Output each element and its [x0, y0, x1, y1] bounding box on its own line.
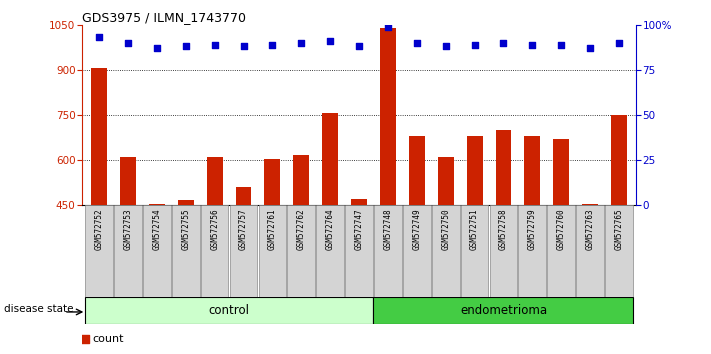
FancyBboxPatch shape: [346, 205, 373, 297]
Point: [527, 42, 538, 47]
Text: GSM572760: GSM572760: [557, 208, 566, 250]
Point: [353, 44, 365, 49]
Text: disease state: disease state: [4, 304, 74, 314]
Point: [79, 337, 90, 342]
FancyBboxPatch shape: [85, 205, 113, 297]
Text: control: control: [208, 304, 250, 317]
Bar: [351, 199, 367, 341]
Bar: [294, 155, 309, 341]
Point: [296, 40, 307, 46]
FancyBboxPatch shape: [230, 205, 257, 297]
Text: GSM572765: GSM572765: [614, 208, 624, 250]
Point: [122, 40, 134, 46]
Bar: [149, 204, 165, 341]
Text: GSM572762: GSM572762: [296, 208, 306, 250]
Bar: [264, 159, 280, 341]
FancyBboxPatch shape: [373, 297, 634, 324]
Bar: [525, 136, 540, 341]
Text: GSM572753: GSM572753: [124, 208, 132, 250]
Text: count: count: [93, 334, 124, 344]
Bar: [322, 113, 338, 341]
Bar: [207, 157, 223, 341]
Point: [498, 40, 509, 46]
Bar: [438, 157, 454, 341]
Text: GSM572751: GSM572751: [470, 208, 479, 250]
Text: GSM572761: GSM572761: [268, 208, 277, 250]
Text: GSM572758: GSM572758: [499, 208, 508, 250]
FancyBboxPatch shape: [259, 205, 287, 297]
Point: [180, 44, 191, 49]
Point: [584, 45, 596, 51]
Bar: [235, 187, 252, 341]
Text: endometrioma: endometrioma: [460, 304, 547, 317]
Text: GSM572756: GSM572756: [210, 208, 219, 250]
FancyBboxPatch shape: [490, 205, 518, 297]
FancyBboxPatch shape: [374, 205, 402, 297]
FancyBboxPatch shape: [172, 205, 200, 297]
Text: GDS3975 / ILMN_1743770: GDS3975 / ILMN_1743770: [82, 11, 246, 24]
Text: GSM572747: GSM572747: [355, 208, 363, 250]
FancyBboxPatch shape: [287, 205, 315, 297]
Text: GSM572748: GSM572748: [383, 208, 392, 250]
Point: [411, 40, 422, 46]
Point: [614, 40, 625, 46]
Text: GSM572764: GSM572764: [326, 208, 335, 250]
Text: GSM572749: GSM572749: [412, 208, 422, 250]
Text: GSM572755: GSM572755: [181, 208, 191, 250]
FancyBboxPatch shape: [316, 205, 344, 297]
Point: [151, 45, 163, 51]
FancyBboxPatch shape: [432, 205, 459, 297]
Point: [267, 42, 278, 47]
Bar: [409, 136, 424, 341]
Point: [469, 42, 481, 47]
Point: [324, 38, 336, 44]
FancyBboxPatch shape: [143, 205, 171, 297]
Bar: [496, 130, 511, 341]
FancyBboxPatch shape: [518, 205, 546, 297]
Bar: [120, 157, 136, 341]
FancyBboxPatch shape: [403, 205, 431, 297]
FancyBboxPatch shape: [576, 205, 604, 297]
Bar: [380, 28, 396, 341]
Text: GSM572752: GSM572752: [95, 208, 104, 250]
Text: GSM572763: GSM572763: [586, 208, 594, 250]
Bar: [91, 68, 107, 341]
Text: GSM572750: GSM572750: [442, 208, 450, 250]
Bar: [178, 200, 193, 341]
Point: [383, 24, 394, 29]
Text: GSM572754: GSM572754: [152, 208, 161, 250]
Point: [440, 44, 451, 49]
Point: [237, 44, 249, 49]
Point: [555, 42, 567, 47]
Bar: [582, 204, 598, 341]
Point: [93, 35, 105, 40]
Bar: [611, 115, 627, 341]
Bar: [466, 136, 483, 341]
Text: GSM572757: GSM572757: [239, 208, 248, 250]
FancyBboxPatch shape: [605, 205, 633, 297]
FancyBboxPatch shape: [85, 297, 373, 324]
Point: [209, 42, 220, 47]
Text: GSM572759: GSM572759: [528, 208, 537, 250]
FancyBboxPatch shape: [201, 205, 228, 297]
FancyBboxPatch shape: [114, 205, 141, 297]
FancyBboxPatch shape: [461, 205, 488, 297]
FancyBboxPatch shape: [547, 205, 575, 297]
Bar: [553, 139, 570, 341]
